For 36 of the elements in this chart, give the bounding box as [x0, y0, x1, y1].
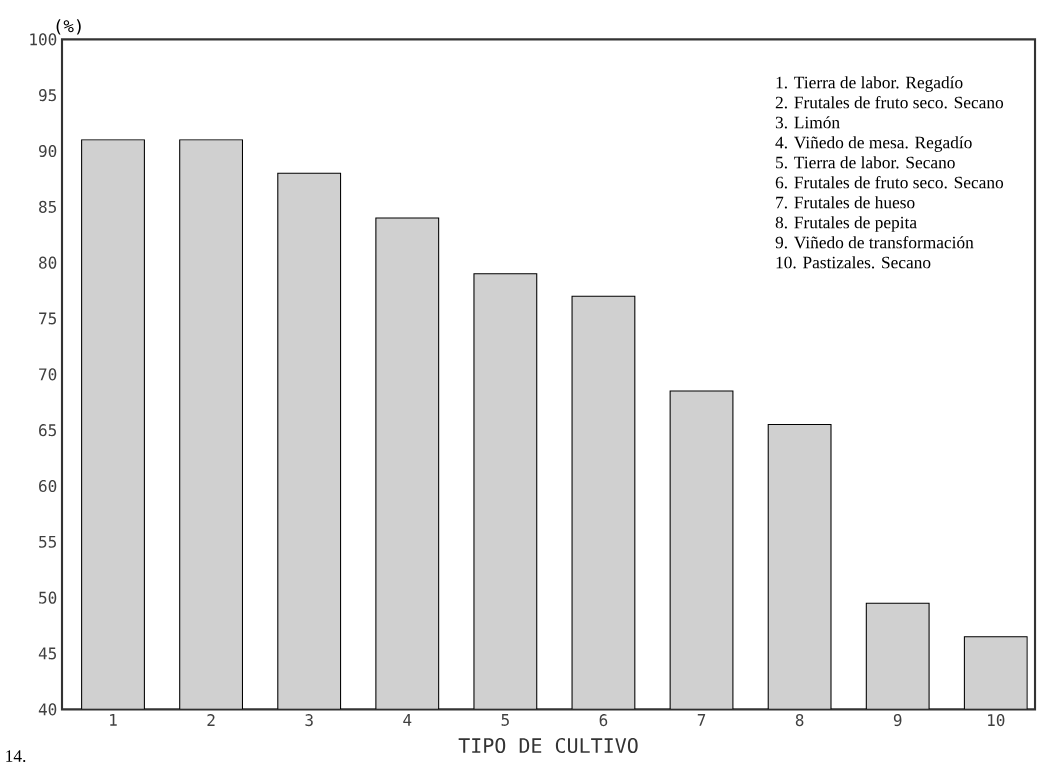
y-tick-label: 70: [39, 368, 57, 381]
y-tick-label: 85: [39, 200, 56, 213]
y-tick-label: 90: [39, 144, 57, 158]
x-tick-label: 9: [893, 714, 902, 727]
annotation: 3. Limón: [775, 116, 840, 129]
y-tick-label: 60: [39, 479, 57, 493]
x-tick-label: 7: [697, 714, 706, 726]
annotation: 5. Tierra de labor. Secano: [776, 156, 955, 169]
annotation: 1. Tierra de labor. Regadío: [776, 76, 963, 92]
y-tick-label: 65: [39, 424, 56, 437]
x-tick-label: 6: [599, 714, 608, 727]
x-tick-label: 3: [305, 714, 313, 727]
y-tick-label: 80: [39, 256, 57, 269]
y-tick-label: 50: [39, 591, 57, 604]
annotation: 2. Frutales de fruto seco. Secano: [775, 95, 1004, 109]
y-tick-label: 95: [39, 89, 56, 102]
x-tick-label: 1: [110, 714, 117, 726]
y-tick-label: 55: [39, 535, 56, 548]
x-tick-label: 8: [795, 714, 804, 727]
y-tick-label: 40: [38, 703, 57, 716]
text: 14.: [6, 750, 26, 762]
annotation: 8. Frutales de pepita: [775, 216, 917, 232]
y-axis-title: (%): [56, 19, 81, 35]
x-tick-label: 2: [207, 714, 215, 726]
x-tick-label: 5: [501, 714, 509, 726]
annotation: 4. Viñedo de mesa. Regadío: [775, 136, 972, 152]
x-tick-label: 10: [988, 714, 1005, 727]
y-tick-label: 75: [39, 312, 56, 325]
y-tick-label: 45: [38, 647, 56, 660]
annotation: 9. Viñedo de transformación: [775, 235, 974, 249]
annotation: 6. Frutales de fruto seco. Secano: [775, 175, 1004, 189]
x-axis-title: TIPO DE CULTIVO: [458, 737, 638, 754]
x-tick-label: 4: [403, 714, 412, 726]
annotation: 10. Pastizales. Secano: [776, 256, 931, 269]
annotation: 7. Frutales de hueso: [776, 196, 915, 209]
y-tick-label: 100: [30, 33, 57, 46]
